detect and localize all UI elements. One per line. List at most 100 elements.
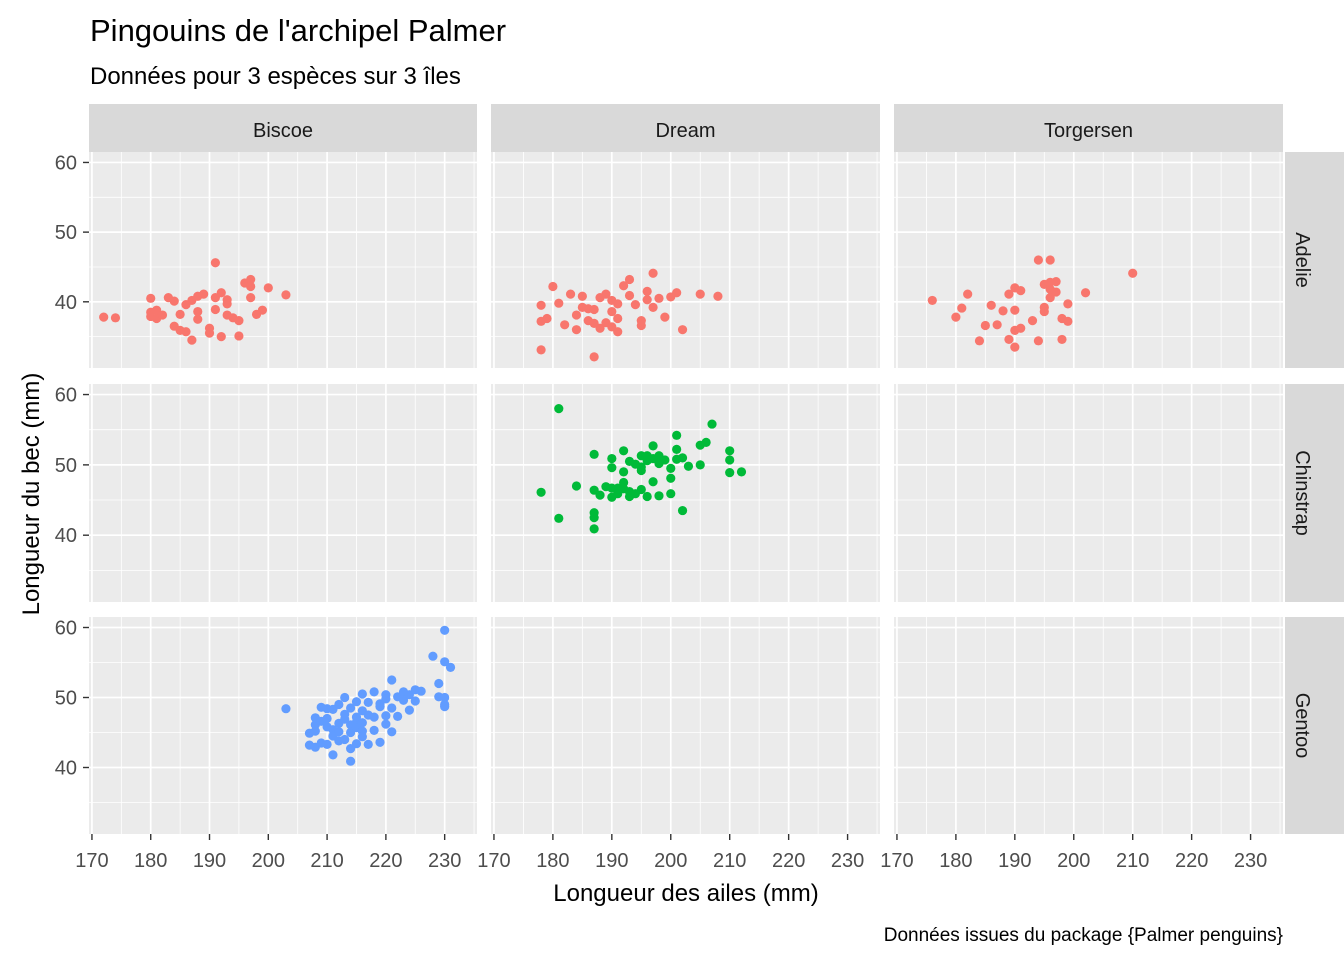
data-point xyxy=(181,327,191,337)
data-point xyxy=(1057,334,1067,345)
data-point xyxy=(387,675,397,685)
data-point xyxy=(654,491,664,501)
data-point xyxy=(440,625,450,635)
strip-adelie: Adelie xyxy=(1285,152,1344,368)
strip-biscoe: Biscoe xyxy=(89,104,477,152)
data-point xyxy=(677,505,688,516)
data-point xyxy=(707,419,717,429)
panel-background xyxy=(894,152,1283,368)
data-point xyxy=(322,713,332,724)
data-point xyxy=(381,694,391,704)
data-point xyxy=(157,310,168,320)
strip-dream: Dream xyxy=(491,104,880,152)
y-axis-adelie: 40 50 60 xyxy=(55,152,89,314)
x-tick-label: 200 xyxy=(654,850,687,872)
data-point xyxy=(736,467,747,477)
panel-biscoe-chinstrap xyxy=(89,384,477,602)
y-tick-label: 50 xyxy=(55,222,77,244)
data-point xyxy=(1051,287,1061,297)
data-point xyxy=(387,727,397,737)
chart-subtitle: Données pour 3 espèces sur 3 îles xyxy=(90,63,461,90)
data-point xyxy=(607,453,617,464)
series-chinstrap-dream xyxy=(536,404,747,534)
x-tick-label: 220 xyxy=(369,850,402,872)
data-point xyxy=(1016,323,1026,333)
strip-label: Torgersen xyxy=(1044,120,1133,142)
data-point xyxy=(210,258,220,268)
data-point xyxy=(648,441,658,451)
data-point xyxy=(1033,255,1044,265)
data-point xyxy=(193,306,203,317)
y-axis-gentoo: 40 50 60 xyxy=(55,618,89,780)
x-axis-torgersen: 170 180 190 200 210 220 230 xyxy=(880,834,1267,872)
data-point xyxy=(571,481,582,491)
data-point xyxy=(381,719,391,729)
data-point xyxy=(404,705,414,715)
data-point xyxy=(607,306,617,317)
panel-background xyxy=(89,384,477,602)
data-point xyxy=(601,289,611,299)
data-point xyxy=(234,331,244,341)
panel-background xyxy=(89,152,477,368)
data-point xyxy=(328,750,338,760)
chart-title: Pingouins de l'archipel Palmer xyxy=(90,13,506,48)
data-point xyxy=(565,289,576,299)
strip-background xyxy=(491,104,880,152)
data-point xyxy=(548,281,558,292)
panel-biscoe-adelie xyxy=(89,152,477,368)
data-point xyxy=(199,289,209,299)
data-point xyxy=(1016,286,1026,296)
data-point xyxy=(375,737,385,747)
data-point xyxy=(619,281,629,291)
data-point xyxy=(536,345,546,355)
data-point xyxy=(351,739,362,749)
data-point xyxy=(695,460,705,470)
data-point xyxy=(595,323,605,333)
x-axis-biscoe: 170 180 190 200 210 220 230 xyxy=(75,834,461,872)
data-point xyxy=(369,687,379,697)
data-point xyxy=(542,313,552,324)
y-tick-label: 50 xyxy=(55,688,77,710)
strip-label: Adelie xyxy=(1291,232,1313,288)
x-tick-label: 170 xyxy=(477,850,510,872)
data-point xyxy=(146,293,156,303)
data-point xyxy=(1063,316,1073,326)
data-point xyxy=(1004,334,1014,345)
data-point xyxy=(1010,305,1020,315)
data-point xyxy=(434,678,444,689)
x-tick-label: 190 xyxy=(998,850,1031,872)
data-point xyxy=(619,446,629,456)
data-point xyxy=(677,325,688,335)
data-point xyxy=(387,703,397,713)
strip-chinstrap: Chinstrap xyxy=(1285,384,1344,602)
data-point xyxy=(351,712,362,722)
data-point xyxy=(951,312,961,322)
data-point xyxy=(375,702,385,712)
data-point xyxy=(357,718,367,728)
y-axis-chinstrap: 40 50 60 xyxy=(55,385,89,547)
data-point xyxy=(1039,306,1049,317)
data-point xyxy=(986,300,996,310)
series-gentoo-biscoe xyxy=(281,625,456,766)
data-point xyxy=(281,704,291,714)
data-point xyxy=(642,491,652,502)
data-point xyxy=(589,304,599,315)
data-point xyxy=(666,489,676,499)
data-point xyxy=(695,289,705,299)
data-point xyxy=(636,465,646,476)
y-tick-label: 60 xyxy=(55,152,77,174)
x-axis-dream: 170 180 190 200 210 220 230 xyxy=(477,834,864,872)
y-tick-label: 60 xyxy=(55,618,77,640)
data-point xyxy=(624,290,635,301)
data-point xyxy=(577,291,587,301)
x-tick-label: 180 xyxy=(939,850,972,872)
data-point xyxy=(234,316,244,326)
data-point xyxy=(169,296,179,306)
strip-background xyxy=(894,104,1283,152)
data-point xyxy=(110,313,121,323)
data-point xyxy=(99,312,109,322)
data-point xyxy=(613,313,623,324)
data-point xyxy=(340,734,350,745)
data-point xyxy=(193,314,203,324)
x-tick-label: 200 xyxy=(1057,850,1090,872)
